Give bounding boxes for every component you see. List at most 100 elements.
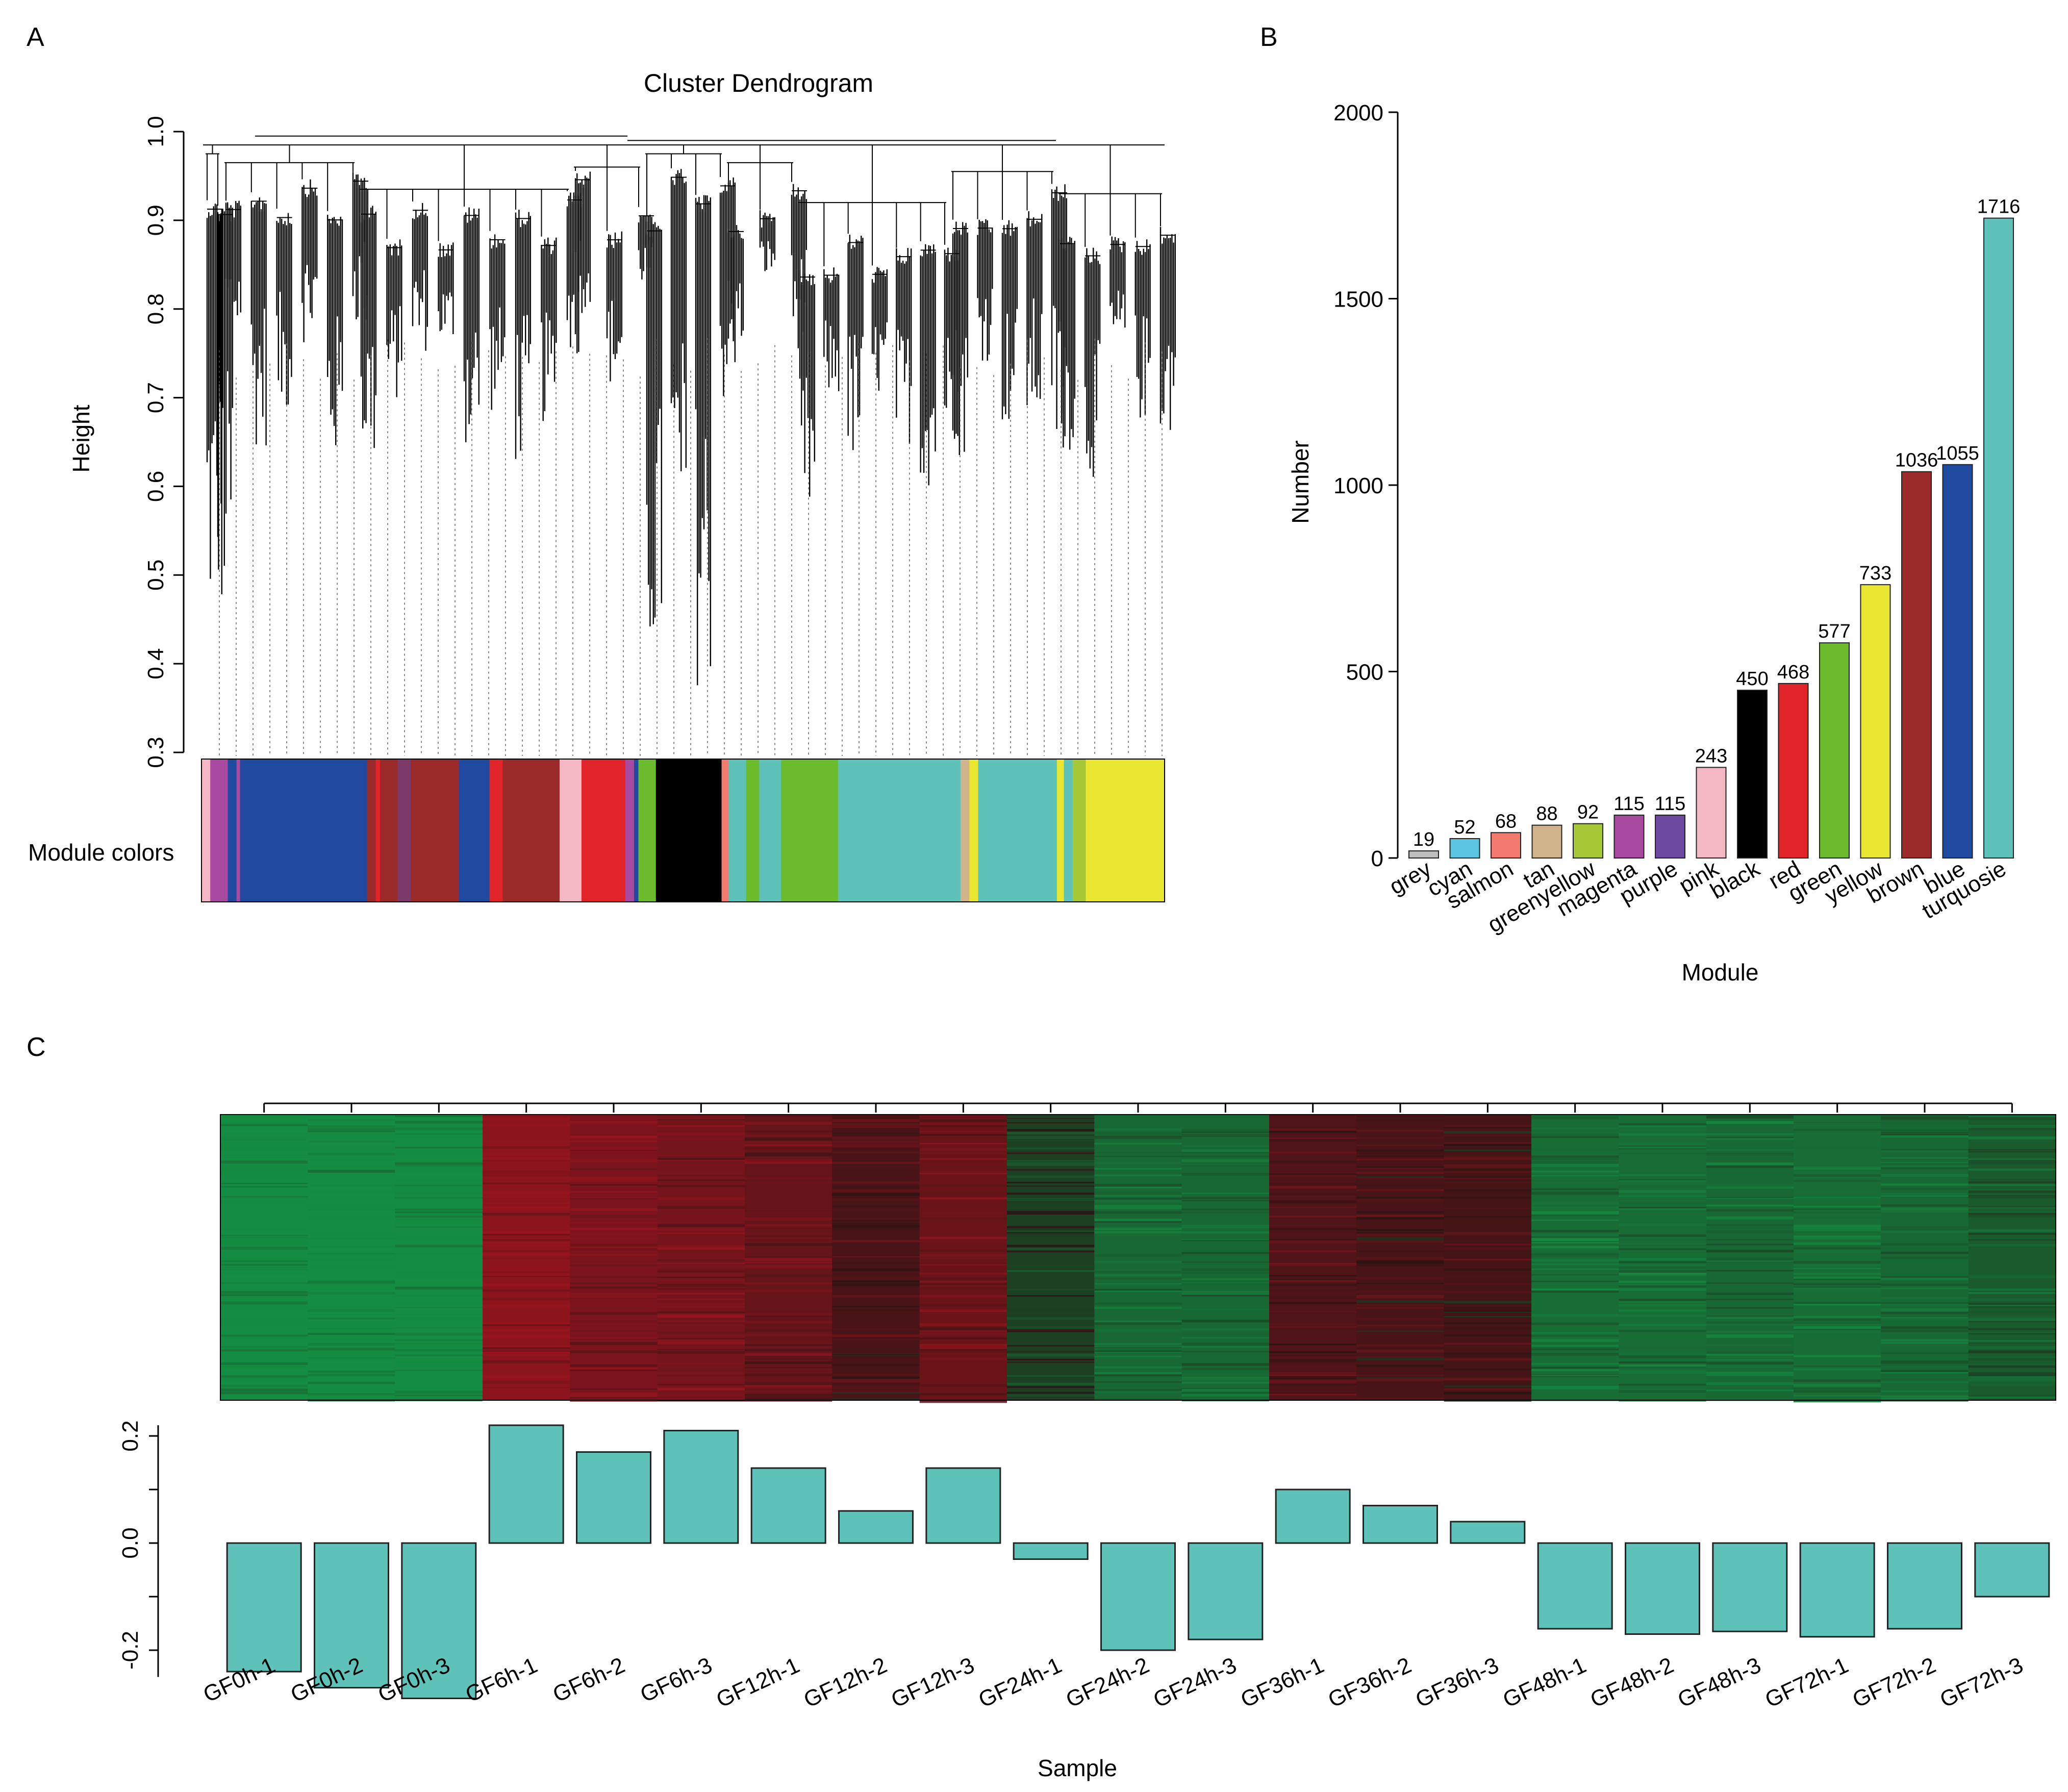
heatmap-stripe xyxy=(220,1291,308,1293)
heatmap-stripe xyxy=(395,1253,483,1255)
panel-label-a: A xyxy=(27,22,44,52)
heatmap-stripe xyxy=(308,1121,395,1124)
heatmap-stripe xyxy=(919,1152,1007,1154)
heatmap-stripe xyxy=(1094,1320,1182,1324)
heatmap-stripe xyxy=(483,1335,570,1339)
y-tick-label: 0.6 xyxy=(143,471,168,502)
heatmap-stripe xyxy=(1881,1360,1969,1364)
heatmap-stripe xyxy=(1619,1248,1706,1250)
module-color-bar xyxy=(201,759,1165,902)
heatmap-stripe xyxy=(570,1250,658,1252)
heatmap-stripe xyxy=(1794,1264,1881,1267)
heatmap-stripe xyxy=(220,1123,308,1125)
heatmap-stripe xyxy=(1619,1179,1706,1181)
heatmap-stripe xyxy=(1968,1116,2056,1117)
heatmap-stripe xyxy=(919,1257,1007,1259)
heatmap-stripe xyxy=(1444,1232,1531,1235)
heatmap-stripe xyxy=(308,1357,395,1359)
heatmap-stripe xyxy=(919,1263,1007,1265)
heatmap-stripe xyxy=(1531,1133,1619,1137)
heatmap-stripe xyxy=(1881,1342,1969,1344)
heatmap-stripe xyxy=(1881,1183,1969,1186)
heatmap-stripe xyxy=(570,1147,658,1149)
heatmap-stripe xyxy=(1181,1164,1269,1166)
heatmap-stripe xyxy=(1881,1316,1969,1317)
heatmap-stripe xyxy=(745,1211,833,1214)
heatmap-stripe xyxy=(483,1187,570,1189)
heatmap-stripe xyxy=(1356,1397,1444,1401)
heatmap-stripe xyxy=(570,1337,658,1341)
heatmap-stripe xyxy=(308,1318,395,1320)
heatmap-stripe xyxy=(919,1131,1007,1132)
sample-x-label: Sample xyxy=(1038,1755,1117,1781)
heatmap-stripe xyxy=(395,1286,483,1290)
heatmap-stripe xyxy=(1968,1342,2056,1344)
heatmap-stripe xyxy=(1619,1383,1706,1386)
heatmap-stripe xyxy=(919,1400,1007,1403)
eigengene-bar-y-axis: -0.2 0.0 0.2 xyxy=(118,1420,159,1677)
heatmap-stripe xyxy=(1094,1369,1182,1371)
heatmap-stripe xyxy=(1619,1243,1706,1245)
heatmap-stripe xyxy=(483,1271,570,1273)
heatmap-stripe xyxy=(1706,1282,1794,1284)
heatmap-stripe xyxy=(1181,1268,1269,1271)
eigengene-bar xyxy=(576,1451,651,1544)
heatmap-stripe xyxy=(1619,1267,1706,1269)
heatmap-stripe xyxy=(395,1136,483,1138)
heatmap-stripe xyxy=(483,1124,570,1127)
heatmap-stripe xyxy=(1794,1355,1881,1357)
heatmap-stripe xyxy=(1444,1301,1531,1304)
bar-value-label: 243 xyxy=(1695,745,1727,767)
heatmap-stripe xyxy=(1094,1128,1182,1131)
heatmap-stripe xyxy=(1181,1231,1269,1234)
heatmap-stripe xyxy=(1356,1184,1444,1187)
heatmap-stripe xyxy=(1706,1249,1794,1250)
heatmap-stripe xyxy=(1706,1362,1794,1364)
eigengene-bar xyxy=(1275,1488,1351,1544)
heatmap-stripe xyxy=(395,1192,483,1194)
bar-yellow xyxy=(1860,584,1891,859)
heatmap-stripe xyxy=(570,1389,658,1390)
heatmap-stripe xyxy=(1619,1270,1706,1273)
heatmap-stripe xyxy=(220,1201,308,1203)
heatmap-stripe xyxy=(308,1252,395,1254)
heatmap-stripe xyxy=(745,1144,833,1147)
heatmap-stripe xyxy=(1619,1314,1706,1318)
heatmap-stripe xyxy=(1794,1197,1881,1199)
heatmap-stripe xyxy=(1269,1161,1357,1164)
heatmap-stripe xyxy=(1881,1276,1969,1279)
heatmap-stripe xyxy=(483,1126,570,1129)
heatmap-stripe xyxy=(745,1391,833,1394)
heatmap-stripe xyxy=(395,1332,483,1336)
heatmap-stripe xyxy=(1356,1119,1444,1121)
heatmap-stripe xyxy=(1007,1356,1095,1358)
heatmap-stripe xyxy=(1794,1316,1881,1318)
module-color-segment xyxy=(459,759,490,902)
heatmap-stripe xyxy=(832,1162,920,1164)
heatmap-stripe xyxy=(220,1362,308,1365)
heatmap-stripe xyxy=(919,1264,1007,1266)
heatmap-stripe xyxy=(657,1283,745,1287)
sample-label: GF48h-1 xyxy=(1499,1653,1590,1713)
heatmap-stripe xyxy=(1444,1283,1531,1285)
heatmap-stripe xyxy=(1356,1307,1444,1309)
heatmap-stripe xyxy=(832,1125,920,1127)
heatmap-stripe xyxy=(220,1234,308,1236)
heatmap-stripe xyxy=(1007,1394,1095,1397)
heatmap-stripe xyxy=(1269,1351,1357,1354)
heatmap-stripe xyxy=(220,1292,308,1295)
heatmap-stripe xyxy=(1706,1371,1794,1375)
heatmap-stripe xyxy=(483,1275,570,1277)
heatmap-stripe xyxy=(1881,1398,1969,1400)
module-color-segment xyxy=(236,759,241,902)
heatmap-stripe xyxy=(1794,1285,1881,1288)
heatmap-stripe xyxy=(832,1223,920,1225)
heatmap-stripe xyxy=(1968,1332,2056,1335)
heatmap-stripe xyxy=(308,1190,395,1193)
heatmap-stripe xyxy=(483,1355,570,1357)
heatmap-stripe xyxy=(1269,1289,1357,1291)
module-color-segment xyxy=(489,759,503,902)
eigengene-bar xyxy=(1887,1542,1962,1630)
heatmap-stripe xyxy=(919,1348,1007,1351)
sample-label: GF24h-1 xyxy=(975,1653,1066,1713)
